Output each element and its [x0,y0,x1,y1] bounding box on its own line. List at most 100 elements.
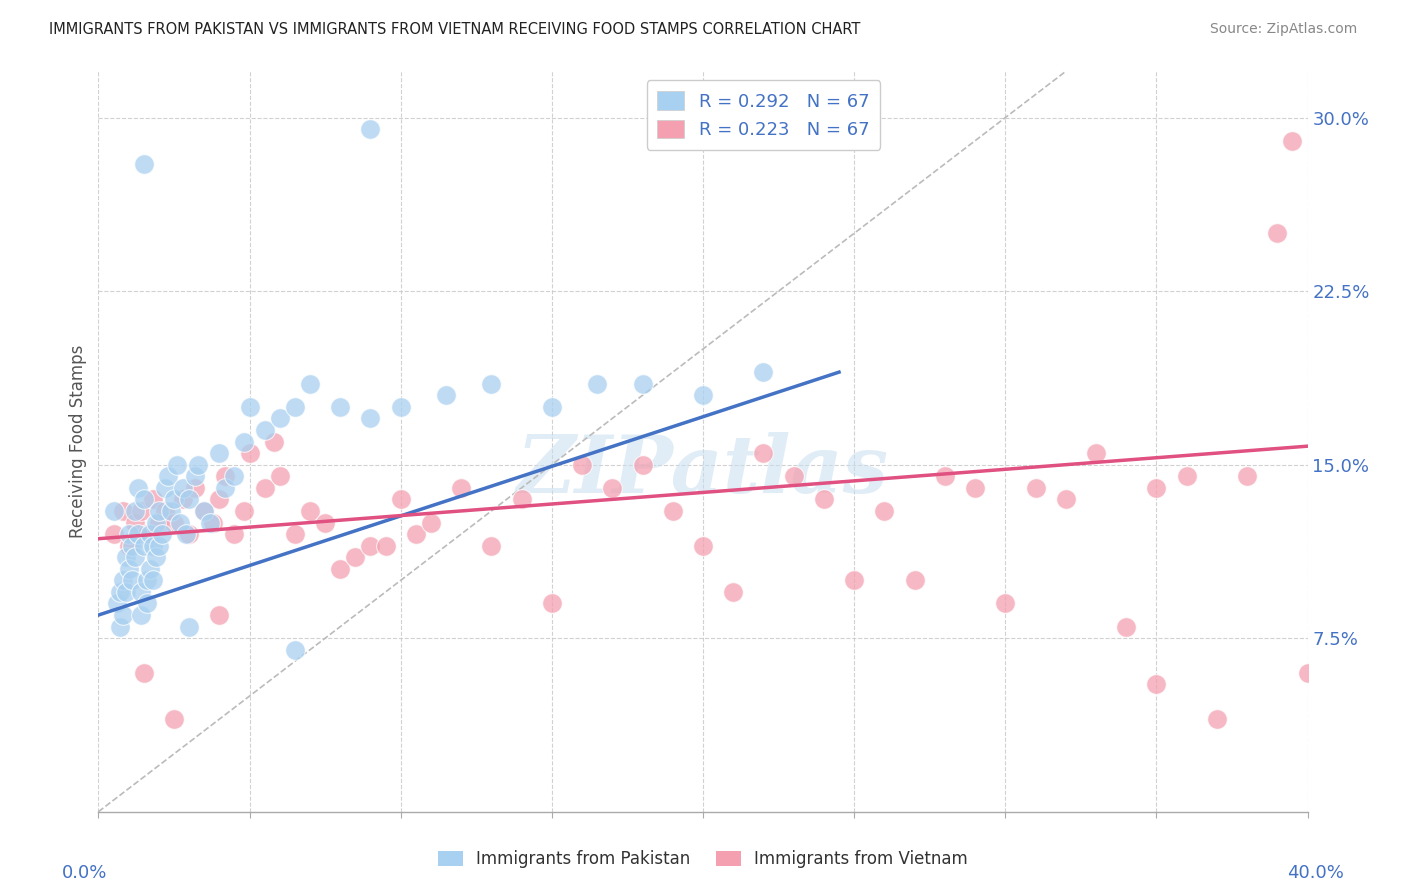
Point [752,446,775,460]
Point [571,458,593,472]
Point [1236,469,1258,483]
Point [813,492,835,507]
Point [844,574,866,588]
Point [103,527,125,541]
Point [169,516,191,530]
Point [179,619,201,633]
Point [284,527,307,541]
Point [114,585,136,599]
Point [118,527,141,541]
Point [232,434,254,449]
Point [374,539,396,553]
Point [1296,665,1319,680]
Point [360,539,382,553]
Point [148,504,170,518]
Point [208,492,231,507]
Legend: R = 0.292   N = 67, R = 0.223   N = 67: R = 0.292 N = 67, R = 0.223 N = 67 [647,80,880,150]
Point [200,516,222,530]
Point [124,504,146,518]
Text: ZIPatlas: ZIPatlas [517,433,889,510]
Point [105,597,128,611]
Point [1144,481,1167,495]
Point [1054,492,1077,507]
Point [111,574,134,588]
Point [224,527,246,541]
Y-axis label: Receiving Food Stamps: Receiving Food Stamps [69,345,87,538]
Point [269,469,291,483]
Text: Source: ZipAtlas.com: Source: ZipAtlas.com [1209,22,1357,37]
Point [239,446,262,460]
Point [172,492,194,507]
Point [166,458,188,472]
Point [129,608,152,623]
Point [1115,619,1137,633]
Point [1267,227,1289,241]
Point [179,527,201,541]
Point [232,504,254,518]
Point [124,550,146,565]
Point [540,400,562,414]
Point [284,642,307,657]
Point [314,516,336,530]
Point [187,458,209,472]
Point [193,504,215,518]
Point [142,492,165,507]
Point [145,550,167,565]
Point [299,504,322,518]
Point [904,574,927,588]
Point [269,411,291,425]
Point [586,376,609,391]
Text: 0.0%: 0.0% [62,863,107,881]
Point [111,608,134,623]
Point [132,492,155,507]
Point [153,504,176,518]
Point [481,539,503,553]
Point [360,122,382,136]
Point [145,516,167,530]
Point [127,481,149,495]
Point [142,574,165,588]
Point [299,376,322,391]
Point [108,619,131,633]
Point [118,562,141,576]
Point [135,574,157,588]
Point [540,597,562,611]
Point [150,527,173,541]
Point [208,446,231,460]
Point [994,597,1017,611]
Text: 40.0%: 40.0% [1286,863,1344,881]
Point [389,492,412,507]
Point [129,504,152,518]
Point [129,585,152,599]
Point [965,481,987,495]
Point [163,492,186,507]
Point [434,388,457,402]
Point [108,585,131,599]
Point [184,481,207,495]
Point [450,481,472,495]
Point [121,539,143,553]
Point [214,469,236,483]
Point [1175,469,1198,483]
Point [405,527,427,541]
Point [135,597,157,611]
Point [692,388,714,402]
Text: IMMIGRANTS FROM PAKISTAN VS IMMIGRANTS FROM VIETNAM RECEIVING FOOD STAMPS CORREL: IMMIGRANTS FROM PAKISTAN VS IMMIGRANTS F… [49,22,860,37]
Point [103,504,125,518]
Point [510,492,533,507]
Point [172,481,194,495]
Point [132,157,155,171]
Point [1024,481,1046,495]
Point [114,550,136,565]
Point [118,539,141,553]
Point [132,665,155,680]
Point [263,434,285,449]
Point [481,376,503,391]
Point [148,539,170,553]
Point [360,411,382,425]
Point [692,539,714,553]
Point [224,469,246,483]
Point [752,365,775,379]
Point [132,539,155,553]
Point [1085,446,1108,460]
